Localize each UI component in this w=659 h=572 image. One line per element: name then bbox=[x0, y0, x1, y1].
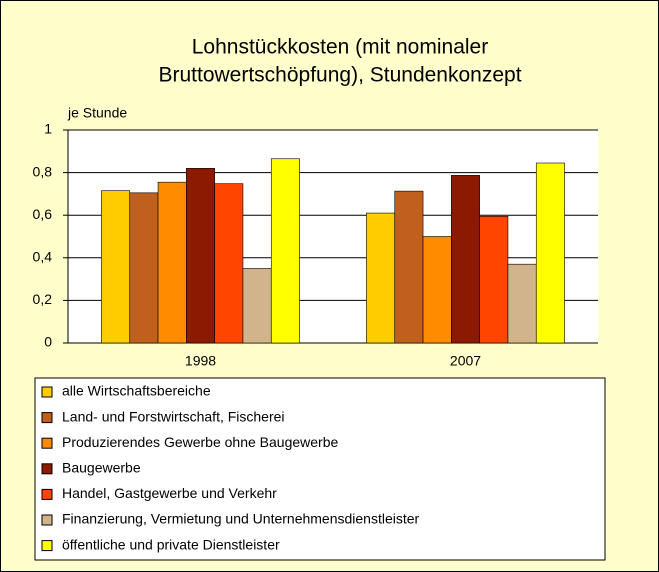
legend-swatch bbox=[41, 514, 53, 526]
legend-swatch bbox=[41, 463, 53, 475]
bar bbox=[451, 175, 480, 344]
legend-label: Produzierendes Gewerbe ohne Baugewerbe bbox=[62, 434, 339, 450]
bar bbox=[535, 162, 565, 344]
bar bbox=[186, 168, 215, 344]
bar bbox=[129, 192, 159, 344]
bar bbox=[422, 236, 452, 344]
legend-swatch bbox=[41, 412, 53, 424]
legend-swatch bbox=[41, 488, 53, 500]
y-axis-label: je Stunde bbox=[67, 105, 127, 121]
legend-swatch bbox=[41, 386, 53, 398]
legend-label: Land- und Forstwirtschaft, Fischerei bbox=[62, 408, 285, 424]
bar bbox=[394, 190, 424, 344]
bar bbox=[242, 268, 272, 344]
legend-label: Handel, Gastgewerbe und Verkehr bbox=[62, 485, 277, 501]
legend-label: alle Wirtschaftsbereiche bbox=[62, 383, 211, 399]
chart-title: Lohnstückkosten (mit nominaler bbox=[192, 36, 488, 59]
legend-swatch bbox=[41, 437, 53, 449]
y-tick-label: 0,4 bbox=[33, 249, 53, 265]
legend-label: öffentliche und private Dienstleister bbox=[62, 536, 280, 552]
bar bbox=[214, 183, 244, 344]
x-tick-label: 2007 bbox=[450, 353, 481, 369]
y-tick-label: 0,8 bbox=[33, 163, 53, 179]
bar bbox=[507, 263, 537, 344]
y-tick-label: 1 bbox=[44, 121, 52, 137]
y-tick-label: 0,6 bbox=[33, 206, 53, 222]
y-tick-label: 0,2 bbox=[33, 291, 53, 307]
bar bbox=[270, 158, 300, 344]
y-tick-label: 0 bbox=[44, 334, 52, 350]
bar bbox=[366, 212, 396, 344]
x-tick-label: 1998 bbox=[185, 353, 216, 369]
legend-label: Finanzierung, Vermietung und Unternehmen… bbox=[62, 511, 420, 527]
legend-swatch bbox=[41, 540, 53, 552]
legend bbox=[34, 377, 606, 561]
bar bbox=[479, 215, 509, 344]
bar bbox=[157, 181, 187, 344]
bar bbox=[101, 190, 131, 344]
legend-label: Baugewerbe bbox=[62, 460, 141, 476]
chart-title: Bruttowertschöpfung), Stundenkonzept bbox=[158, 64, 521, 87]
